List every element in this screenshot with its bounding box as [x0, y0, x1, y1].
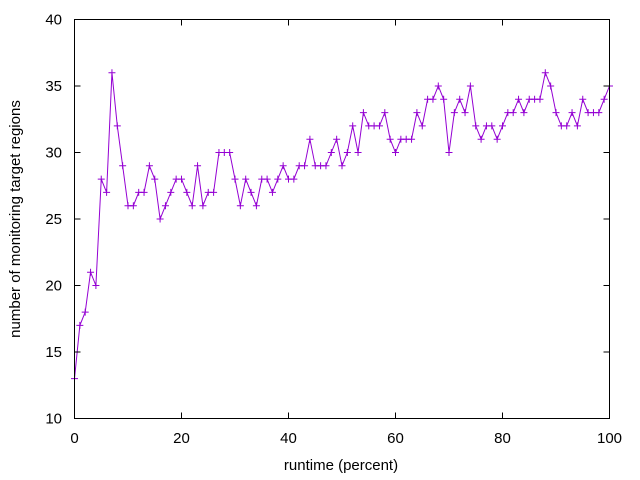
- data-point-marker: [488, 122, 496, 130]
- data-point-marker: [573, 122, 581, 130]
- data-point-marker: [456, 95, 464, 103]
- data-point-marker: [466, 82, 474, 90]
- data-point-marker: [509, 109, 517, 117]
- data-point-marker: [375, 122, 383, 130]
- data-point-marker: [151, 175, 159, 183]
- data-point-marker: [600, 95, 608, 103]
- series-layer: [71, 69, 613, 383]
- data-point-marker: [354, 149, 362, 156]
- data-point-marker: [301, 162, 309, 170]
- data-point-marker: [349, 122, 357, 130]
- data-point-marker: [274, 175, 282, 183]
- data-point-marker: [92, 282, 100, 289]
- data-point-marker: [156, 215, 164, 223]
- ticks-layer: 0 20 40 60 80 100 10 15 20 25 30 35 40: [45, 12, 622, 448]
- data-point-marker: [247, 188, 255, 196]
- data-point-marker: [440, 95, 448, 103]
- data-point-marker: [499, 122, 506, 130]
- data-point-marker: [445, 149, 453, 156]
- series-line: [74, 70, 610, 379]
- data-point-marker: [199, 202, 207, 210]
- data-point-marker: [236, 202, 244, 210]
- x-tick-label: 0: [70, 430, 78, 447]
- data-point-marker: [290, 175, 298, 183]
- data-point-marker: [547, 82, 555, 90]
- data-point-marker: [129, 202, 137, 210]
- data-point-marker: [381, 109, 389, 117]
- data-point-marker: [242, 175, 250, 183]
- data-point-marker: [413, 109, 421, 117]
- data-point-marker: [493, 135, 501, 143]
- data-point-marker: [359, 109, 367, 117]
- x-tick-label: 80: [494, 430, 511, 447]
- data-point-marker: [188, 202, 196, 210]
- data-point-marker: [434, 82, 442, 90]
- data-point-marker: [263, 175, 271, 183]
- y-axis-label: number of monitoring target regions: [7, 100, 24, 338]
- y-tick-label: 35: [45, 78, 62, 95]
- data-point-marker: [178, 175, 185, 183]
- data-point-marker: [568, 109, 576, 117]
- data-point-marker: [97, 175, 105, 183]
- data-point-marker: [563, 122, 571, 130]
- data-point-marker: [306, 135, 314, 143]
- data-point-marker: [167, 188, 175, 196]
- data-point-marker: [210, 188, 218, 196]
- x-tick-label: 40: [280, 430, 297, 447]
- data-point-marker: [579, 95, 587, 103]
- plot-frame: [74, 19, 610, 419]
- data-point-marker: [231, 175, 239, 183]
- data-point-marker: [119, 162, 127, 170]
- data-point-marker: [333, 135, 341, 143]
- data-point-marker: [429, 95, 437, 103]
- data-point-marker: [552, 109, 560, 117]
- y-tick-label: 40: [45, 12, 62, 29]
- data-point-marker: [268, 188, 276, 196]
- data-point-marker: [108, 69, 116, 77]
- x-axis-label: runtime (percent): [284, 457, 398, 474]
- data-point-marker: [161, 202, 169, 210]
- data-point-marker: [392, 149, 399, 156]
- data-point-marker: [322, 162, 330, 170]
- y-tick-label: 20: [45, 278, 62, 295]
- data-point-marker: [113, 122, 121, 130]
- data-point-marker: [279, 162, 287, 170]
- data-point-marker: [81, 308, 89, 316]
- y-tick-label: 25: [45, 211, 62, 228]
- data-point-marker: [461, 109, 469, 117]
- data-point-marker: [541, 69, 549, 77]
- y-tick-label: 10: [45, 411, 62, 428]
- data-point-marker: [145, 162, 153, 170]
- data-point-marker: [477, 135, 485, 143]
- data-point-marker: [327, 149, 335, 156]
- data-point-marker: [418, 122, 426, 130]
- data-point-marker: [76, 321, 84, 329]
- data-point-marker: [595, 109, 603, 117]
- y-tick-label: 15: [45, 344, 62, 361]
- data-point-marker: [183, 188, 191, 196]
- y-tick-label: 30: [45, 145, 62, 162]
- data-point-marker: [408, 135, 416, 143]
- data-point-marker: [536, 95, 544, 103]
- data-point-marker: [87, 268, 95, 276]
- data-point-marker: [515, 95, 523, 103]
- x-tick-label: 60: [387, 430, 404, 447]
- x-tick-label: 100: [597, 430, 622, 447]
- data-point-marker: [343, 149, 351, 156]
- x-tick-label: 20: [173, 430, 190, 447]
- data-point-marker: [226, 149, 234, 156]
- data-point-marker: [140, 188, 148, 196]
- data-point-marker: [450, 109, 458, 117]
- data-point-marker: [338, 162, 346, 170]
- data-point-marker: [103, 188, 111, 196]
- data-point-marker: [252, 202, 260, 210]
- data-point-marker: [386, 135, 394, 143]
- data-point-marker: [520, 109, 528, 117]
- data-point-marker: [472, 122, 480, 130]
- data-point-marker: [194, 162, 202, 170]
